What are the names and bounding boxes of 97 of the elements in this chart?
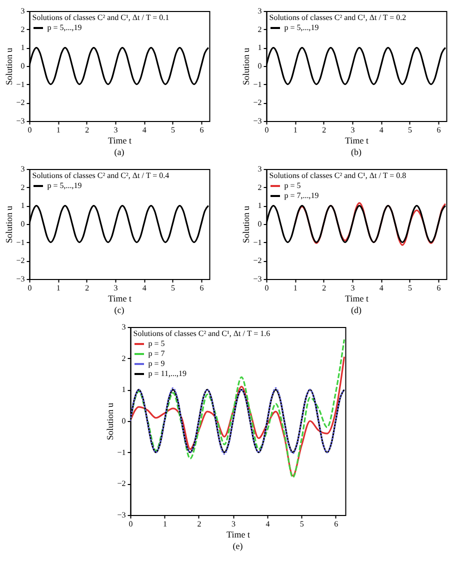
y-tick-label: −3 — [16, 274, 25, 284]
y-tick-label: 3 — [258, 164, 262, 174]
y-axis-title: Solution u — [105, 402, 116, 440]
x-axis-title: Time t — [108, 136, 132, 146]
y-tick-label: 0 — [20, 220, 25, 228]
x-tick-label: 5 — [300, 520, 304, 528]
legend-title: Solutions of classes C² and C¹, Δt / T = 0.2 — [269, 13, 406, 22]
y-tick-label: −1 — [16, 80, 25, 89]
legend-label: p = 11,...,19 — [148, 369, 186, 378]
y-tick-label: 0 — [20, 62, 25, 70]
x-tick-label: 2 — [85, 126, 90, 134]
legend-label: p = 7 — [148, 349, 165, 358]
x-tick-label: 4 — [379, 126, 384, 134]
y-tick-label: 1 — [20, 201, 25, 210]
y-axis-title: Solution u — [241, 205, 252, 244]
x-tick-label: 1 — [162, 520, 167, 528]
x-tick-label: 6 — [436, 126, 441, 134]
legend-title: Solutions of classes C² and C¹, Δt / T = 0.1 — [32, 13, 170, 22]
y-tick-label: 3 — [20, 6, 25, 16]
x-tick-label: 2 — [85, 284, 90, 292]
y-tick-label: 1 — [258, 43, 262, 52]
y-tick-label: −2 — [117, 479, 126, 488]
x-tick-label: 2 — [322, 284, 326, 292]
y-tick-label: −3 — [117, 510, 126, 520]
x-tick-label: 6 — [436, 284, 441, 292]
x-tick-label: 6 — [334, 520, 338, 528]
y-tick-label: −3 — [16, 116, 25, 126]
y-tick-label: 2 — [258, 24, 262, 34]
y-tick-label: 2 — [122, 354, 126, 363]
legend-title: Solutions of classes C² and C², Δt / T = 0.4 — [32, 171, 170, 180]
x-tick-label: 3 — [231, 520, 236, 528]
y-tick-label: 3 — [258, 6, 262, 16]
x-tick-label: 0 — [28, 284, 32, 292]
legend-title: Solutions of classes C² and C¹, Δt / T = 0.8 — [269, 171, 406, 180]
y-tick-label: 0 — [122, 416, 126, 426]
y-tick-label: −3 — [253, 116, 262, 126]
text: (d) — [351, 305, 362, 315]
x-tick-label: 0 — [264, 126, 269, 134]
x-tick-label: 1 — [56, 284, 60, 292]
x-tick-label: 5 — [408, 284, 412, 292]
y-tick-label: −1 — [117, 448, 126, 457]
x-tick-label: 1 — [293, 126, 298, 134]
y-tick-label: 3 — [122, 322, 126, 332]
y-tick-label: 2 — [258, 182, 262, 192]
y-tick-label: −2 — [253, 256, 262, 266]
text: (e) — [232, 541, 243, 551]
legend-label: p = 5 — [148, 339, 165, 348]
y-tick-label: 0 — [258, 62, 262, 70]
y-tick-label: −2 — [16, 256, 25, 266]
x-axis-title: Time t — [345, 294, 369, 304]
legend-label: p = 5,...,19 — [47, 23, 82, 32]
x-tick-label: 1 — [56, 126, 60, 134]
x-tick-label: 6 — [200, 284, 204, 292]
y-tick-label: −1 — [253, 80, 262, 89]
y-tick-label: −2 — [16, 98, 25, 108]
y-tick-label: −3 — [253, 274, 262, 284]
legend-title: Solutions of classes C² and C¹, Δt / T = 1.6 — [133, 329, 270, 338]
x-tick-label: 0 — [264, 284, 269, 292]
x-tick-label: 1 — [293, 284, 298, 292]
x-tick-label: 3 — [350, 284, 355, 292]
y-tick-label: 1 — [258, 201, 262, 210]
x-tick-label: 2 — [322, 126, 326, 134]
x-tick-label: 5 — [171, 284, 176, 292]
x-tick-label: 2 — [197, 520, 202, 528]
y-tick-label: 1 — [20, 43, 25, 52]
legend-label: p = 5,...,19 — [284, 23, 319, 32]
x-axis-title: Time t — [226, 530, 250, 540]
x-tick-label: 4 — [142, 126, 146, 134]
x-tick-label: 4 — [266, 520, 270, 528]
y-tick-label: 2 — [20, 24, 25, 34]
text: (c) — [114, 305, 124, 315]
y-tick-label: 1 — [122, 385, 126, 394]
x-axis-title: Time t — [345, 136, 369, 146]
y-axis-title: Solution u — [4, 47, 14, 86]
x-tick-label: 5 — [171, 126, 176, 134]
text: (a) — [114, 147, 124, 157]
x-tick-label: 0 — [28, 126, 32, 134]
x-tick-label: 3 — [350, 126, 355, 134]
y-tick-label: 2 — [20, 182, 25, 192]
y-axis-title: Solution u — [241, 47, 252, 86]
y-tick-label: 3 — [20, 164, 25, 174]
legend-label: p = 7,...,19 — [284, 191, 319, 200]
legend-label: p = 5,...,19 — [47, 181, 82, 190]
y-tick-label: −1 — [16, 238, 25, 247]
x-tick-label: 4 — [142, 284, 146, 292]
y-axis-title: Solution u — [4, 205, 14, 244]
x-tick-label: 6 — [200, 126, 204, 134]
y-tick-label: −2 — [253, 98, 262, 108]
text: (b) — [351, 147, 362, 157]
x-tick-label: 5 — [408, 126, 412, 134]
y-tick-label: −1 — [253, 238, 262, 247]
x-axis-title: Time t — [108, 294, 132, 304]
y-tick-label: 0 — [258, 220, 262, 228]
x-tick-label: 4 — [379, 284, 384, 292]
legend-label: p = 9 — [148, 359, 165, 368]
legend-label: p = 5 — [284, 181, 301, 190]
x-tick-label: 0 — [128, 520, 133, 528]
